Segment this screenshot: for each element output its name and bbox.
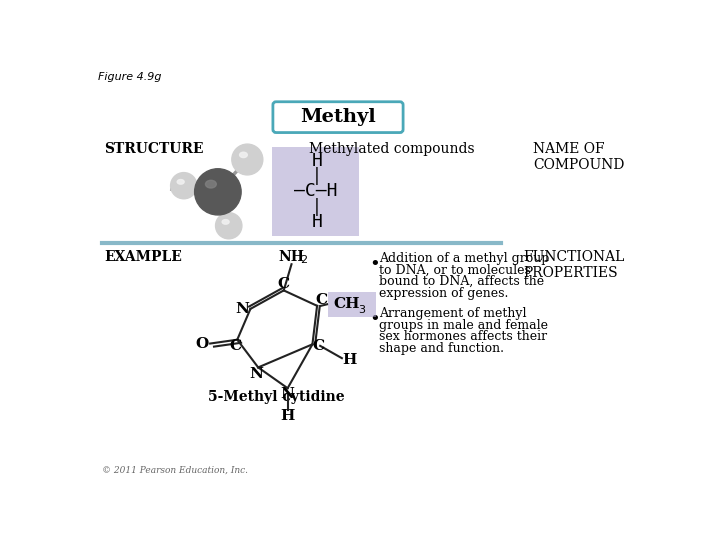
Text: groups in male and female: groups in male and female	[379, 319, 548, 332]
Text: 5-Methyl cytidine: 5-Methyl cytidine	[207, 390, 344, 404]
Text: Methylated compounds: Methylated compounds	[310, 142, 475, 156]
Text: EXAMPLE: EXAMPLE	[104, 249, 182, 264]
Ellipse shape	[222, 220, 229, 224]
Text: C: C	[315, 293, 327, 307]
Text: C: C	[230, 339, 242, 353]
Text: NAME OF
COMPOUND: NAME OF COMPOUND	[534, 142, 625, 172]
Text: •: •	[369, 310, 379, 328]
Circle shape	[171, 173, 197, 199]
Text: |: |	[312, 167, 322, 185]
Text: Methyl: Methyl	[300, 108, 376, 126]
FancyBboxPatch shape	[272, 147, 359, 236]
Ellipse shape	[205, 180, 216, 188]
Text: C: C	[312, 339, 325, 353]
Text: Arrangement of methyl: Arrangement of methyl	[379, 307, 526, 320]
Circle shape	[194, 168, 241, 215]
Text: H: H	[280, 409, 294, 423]
Text: 2: 2	[300, 255, 307, 265]
Text: to DNA, or to molecules: to DNA, or to molecules	[379, 264, 531, 276]
Text: NH: NH	[279, 249, 305, 264]
Text: STRUCTURE: STRUCTURE	[104, 142, 204, 156]
Text: N: N	[250, 367, 264, 381]
Text: •: •	[369, 255, 379, 273]
Text: O: O	[195, 338, 208, 352]
Text: C: C	[278, 277, 290, 291]
FancyBboxPatch shape	[273, 102, 403, 132]
FancyBboxPatch shape	[328, 292, 376, 316]
Text: sex hormones affects their: sex hormones affects their	[379, 330, 547, 343]
Text: H: H	[312, 152, 323, 170]
Text: bound to DNA, affects the: bound to DNA, affects the	[379, 275, 544, 288]
Text: N: N	[235, 302, 250, 316]
Text: CH: CH	[333, 297, 360, 311]
Text: FUNCTIONAL
PROPERTIES: FUNCTIONAL PROPERTIES	[523, 249, 625, 280]
Text: H: H	[312, 213, 323, 231]
Text: |: |	[312, 198, 322, 216]
Text: © 2011 Pearson Education, Inc.: © 2011 Pearson Education, Inc.	[102, 465, 248, 475]
Text: expression of genes.: expression of genes.	[379, 287, 508, 300]
Text: shape and function.: shape and function.	[379, 342, 504, 355]
Text: Figure 4.9g: Figure 4.9g	[98, 72, 161, 83]
Text: H: H	[343, 353, 357, 367]
Text: 3: 3	[359, 305, 366, 315]
Text: Addition of a methyl group: Addition of a methyl group	[379, 252, 549, 265]
Ellipse shape	[240, 152, 248, 158]
Circle shape	[215, 213, 242, 239]
Text: —C—H: —C—H	[294, 183, 337, 200]
Ellipse shape	[177, 179, 184, 184]
Circle shape	[232, 144, 263, 175]
Text: N: N	[281, 387, 294, 401]
